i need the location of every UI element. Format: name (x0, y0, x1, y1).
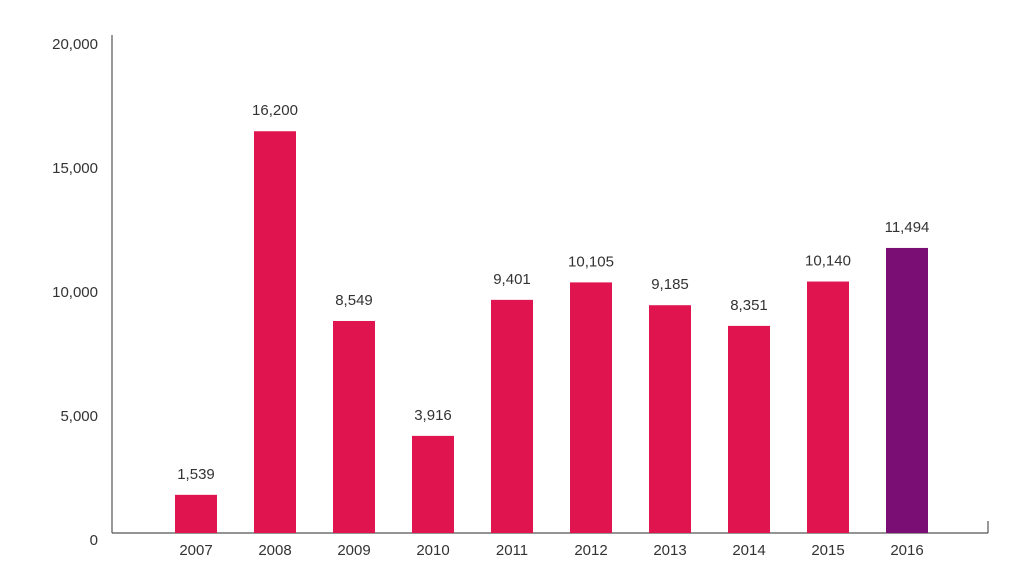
x-tick-label: 2016 (890, 542, 923, 559)
value-label: 3,916 (414, 407, 452, 424)
value-label: 8,351 (730, 297, 768, 314)
value-label: 8,549 (335, 292, 373, 309)
bar (491, 299, 533, 533)
x-tick-label: 2011 (496, 542, 528, 559)
value-label: 9,401 (493, 271, 531, 288)
y-tick-label: 0 (90, 532, 98, 549)
x-tick-label: 2014 (732, 542, 765, 559)
y-tick-label: 5,000 (60, 408, 98, 425)
y-tick-label: 20,000 (52, 36, 98, 53)
bar (254, 131, 296, 534)
bar (649, 305, 691, 533)
x-tick-label: 2007 (179, 542, 212, 559)
value-label: 11,494 (885, 219, 930, 236)
x-tick-label: 2012 (574, 542, 607, 559)
bar (807, 281, 849, 533)
x-tick-label: 2008 (258, 542, 291, 559)
y-tick-label: 10,000 (52, 284, 98, 301)
value-label: 16,200 (252, 102, 298, 119)
value-label: 1,539 (177, 466, 215, 483)
bar (570, 282, 612, 533)
value-label: 10,105 (568, 253, 614, 270)
x-tick-label: 2013 (653, 542, 686, 559)
bar (886, 247, 928, 534)
value-label: 9,185 (651, 276, 689, 293)
value-label: 10,140 (805, 252, 851, 269)
bar (175, 494, 217, 533)
x-tick-label: 2015 (811, 542, 844, 559)
y-tick-label: 15,000 (52, 160, 98, 177)
x-tick-label: 2009 (337, 542, 370, 559)
bar (728, 325, 770, 533)
x-tick-label: 2010 (416, 542, 449, 559)
bar (412, 435, 454, 533)
bar (333, 320, 375, 533)
